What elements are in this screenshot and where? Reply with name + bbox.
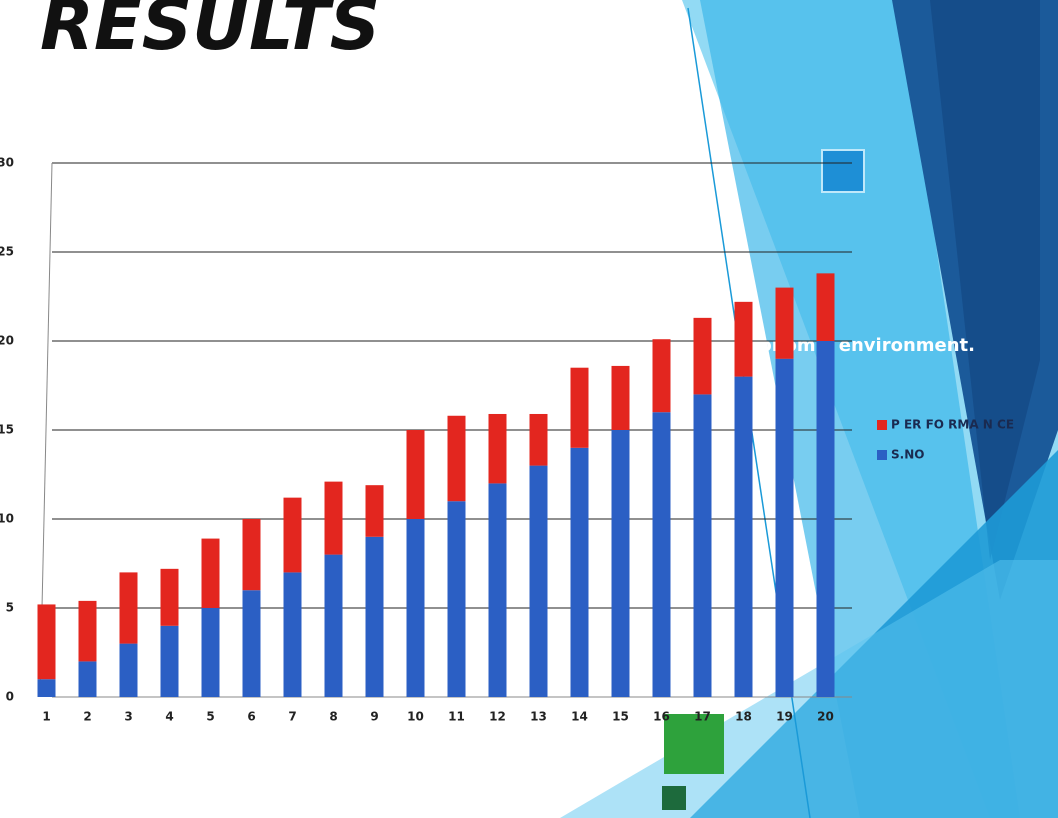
bar-segment <box>160 568 179 626</box>
x-tick-label: 17 <box>694 710 711 724</box>
x-tick-label: 16 <box>653 710 670 724</box>
x-tick-label: 12 <box>489 710 506 724</box>
bar-segment <box>529 413 548 466</box>
bar-segment <box>242 590 261 697</box>
bar-segment <box>734 301 753 377</box>
bar-segment <box>324 481 343 555</box>
x-tick-label: 19 <box>776 710 793 724</box>
bar-segment <box>365 485 384 537</box>
x-tick-label: 11 <box>448 710 465 724</box>
bar-segment <box>611 430 630 697</box>
bar-segment <box>693 394 712 697</box>
x-tick-label: 20 <box>817 710 834 724</box>
x-tick-label: 7 <box>288 710 296 724</box>
x-tick-label: 2 <box>83 710 91 724</box>
bar-segment <box>406 519 425 697</box>
x-tick-label: 1 <box>42 710 50 724</box>
bar-segment <box>775 287 794 359</box>
bar-segment <box>652 412 671 697</box>
x-tick-label: 10 <box>407 710 424 724</box>
decoration <box>560 0 1058 818</box>
bar-segment <box>78 600 97 662</box>
x-tick-label: 6 <box>247 710 255 724</box>
bar-segment <box>201 538 220 608</box>
bar-segment <box>652 339 671 413</box>
y-tick-label: 10 <box>0 512 14 526</box>
bar-segment <box>78 661 97 697</box>
x-tick-label: 13 <box>530 710 547 724</box>
bar-segment <box>37 604 56 680</box>
bar-segment <box>283 497 302 573</box>
bar-segment <box>693 317 712 395</box>
y-tick-label: 25 <box>0 245 14 259</box>
bar-segment <box>37 679 56 697</box>
bar-segment <box>529 465 548 697</box>
y-tick-label: 30 <box>0 156 14 170</box>
y-tick-label: 0 <box>6 690 14 704</box>
legend-label: P ER FO RMA N CE <box>891 418 1014 432</box>
x-tick-label: 9 <box>370 710 378 724</box>
legend-swatch <box>877 450 887 460</box>
x-tick-label: 4 <box>165 710 173 724</box>
x-tick-label: 8 <box>329 710 337 724</box>
slide-title: RESULTS <box>40 0 380 66</box>
x-tick-label: 18 <box>735 710 752 724</box>
bar-segment <box>119 643 138 697</box>
bar-segment <box>611 365 630 430</box>
bar-segment <box>488 413 507 484</box>
bar-segment <box>406 430 425 519</box>
x-tick-label: 15 <box>612 710 629 724</box>
x-tick-label: 3 <box>124 710 132 724</box>
bar-segment <box>324 554 343 697</box>
bar-segment <box>488 483 507 697</box>
annotation: economic environment. <box>737 335 976 356</box>
bar-segment <box>447 415 466 502</box>
bar-segment <box>365 536 384 697</box>
x-tick-label: 14 <box>571 710 588 724</box>
bar-segment <box>570 447 589 697</box>
y-tick-label: 15 <box>0 423 14 437</box>
bar-segment <box>119 572 138 644</box>
bar-segment <box>816 273 835 341</box>
bar-segment <box>570 367 589 448</box>
bar-segment <box>775 358 794 697</box>
y-tick-label: 20 <box>0 334 14 348</box>
bar-segment <box>816 341 835 697</box>
legend-swatch <box>877 420 887 430</box>
bar-segment <box>201 608 220 697</box>
bar-segment <box>283 572 302 697</box>
x-tick-label: 5 <box>206 710 214 724</box>
bar-segment <box>160 625 179 697</box>
y-tick-label: 5 <box>6 601 14 615</box>
bar-segment <box>734 376 753 697</box>
bar-segment <box>447 501 466 697</box>
legend-label: S.NO <box>891 448 924 462</box>
bar-segment <box>242 519 261 591</box>
